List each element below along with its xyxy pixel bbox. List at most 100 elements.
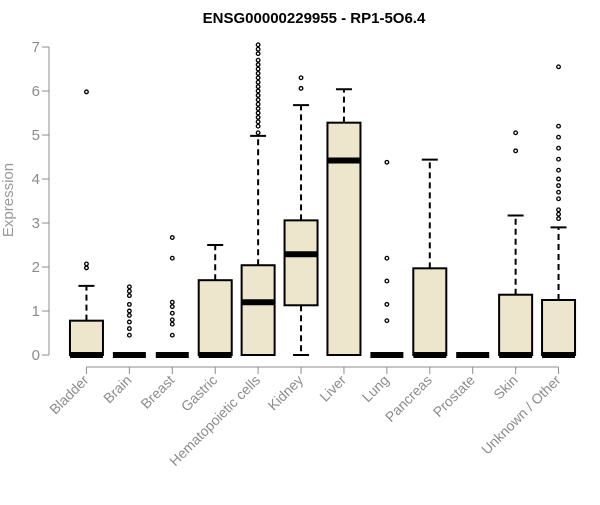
box-6 <box>283 75 319 356</box>
box-body <box>498 293 534 356</box>
outlier-point <box>169 321 175 327</box>
outlier-point <box>255 130 261 136</box>
outlier-point <box>556 167 561 173</box>
y-tick-label: 0 <box>32 347 40 364</box>
box-body <box>240 264 276 356</box>
outlier-point <box>255 42 261 48</box>
chart-title: ENSG00000229955 - RP1-5O6.4 <box>203 10 426 27</box>
outlier-point <box>298 75 304 81</box>
x-tick-label: Bladder <box>46 372 92 418</box>
box-1 <box>68 89 104 358</box>
outlier-point <box>169 317 175 323</box>
box-9 <box>412 158 448 358</box>
box-8 <box>370 159 404 358</box>
outlier-point <box>126 308 132 314</box>
x-tick-label: Kidney <box>265 372 307 414</box>
outlier-point <box>255 101 261 107</box>
outlier-point <box>255 123 261 129</box>
outlier-point <box>126 293 132 299</box>
outlier-point <box>384 301 390 307</box>
outlier-point <box>126 288 132 294</box>
outlier-point <box>255 70 261 76</box>
outlier-point <box>126 312 132 318</box>
outlier-point <box>126 301 132 307</box>
box-11 <box>498 130 534 358</box>
box-2 <box>112 284 146 358</box>
outlier-point <box>84 89 89 95</box>
outlier-point <box>169 310 175 316</box>
box-7 <box>326 88 362 357</box>
outlier-point <box>255 62 261 68</box>
outlier-point <box>255 46 261 52</box>
y-tick-label: 2 <box>32 259 40 276</box>
outlier-point <box>556 189 561 195</box>
outlier-point <box>556 176 561 182</box>
box-12 <box>541 64 577 358</box>
outlier-point <box>255 97 261 103</box>
x-tick-label: Gastric <box>178 372 221 415</box>
outlier-point <box>556 183 561 189</box>
box-series <box>68 42 577 358</box>
box-3 <box>155 235 189 358</box>
outlier-point <box>255 84 261 90</box>
outlier-point <box>255 114 261 120</box>
outlier-point <box>126 284 132 290</box>
outlier-point <box>556 134 561 140</box>
outlier-point <box>255 92 261 98</box>
outlier-point <box>255 66 261 72</box>
y-axis-ticks: 0 1 2 3 4 5 6 7 <box>32 39 49 364</box>
outlier-point <box>556 211 561 217</box>
outlier-point <box>255 57 261 63</box>
outlier-point <box>84 261 89 267</box>
outlier-point <box>556 216 561 222</box>
outlier-point <box>513 148 519 154</box>
box-body <box>197 279 233 357</box>
outlier-point <box>556 145 561 151</box>
outlier-point <box>384 318 390 324</box>
outlier-point <box>169 299 175 305</box>
box-4 <box>197 244 233 358</box>
outlier-point <box>556 64 561 70</box>
x-tick-label: Prostate <box>430 372 478 420</box>
x-tick-label: Lung <box>359 372 392 405</box>
outlier-point <box>255 110 261 116</box>
outlier-point <box>169 235 175 240</box>
outlier-point <box>84 265 89 271</box>
box-body <box>541 299 577 356</box>
outlier-point <box>255 79 261 85</box>
y-tick-label: 5 <box>32 127 40 144</box>
outlier-point <box>255 106 261 112</box>
outlier-point <box>384 159 390 165</box>
outlier-point <box>384 278 390 284</box>
outlier-point <box>255 119 261 125</box>
outlier-point <box>513 130 519 136</box>
y-axis-label: Expression <box>0 163 17 237</box>
y-tick-label: 6 <box>32 83 40 100</box>
y-tick-label: 3 <box>32 215 40 232</box>
x-tick-label: Skin <box>490 372 521 403</box>
outlier-point <box>556 196 561 202</box>
outlier-point <box>384 255 390 261</box>
outlier-point <box>255 75 261 81</box>
outlier-point <box>255 51 261 57</box>
outlier-point <box>556 207 561 213</box>
x-tick-label: Brain <box>100 372 134 406</box>
box-body <box>412 267 448 357</box>
box-body <box>283 219 319 307</box>
outlier-point <box>255 88 261 94</box>
outlier-point <box>298 85 304 91</box>
outlier-point <box>169 255 175 261</box>
y-tick-label: 4 <box>32 171 40 188</box>
outlier-point <box>169 304 175 310</box>
outlier-point <box>556 156 561 162</box>
y-tick-label: 1 <box>32 303 40 320</box>
x-tick-label: Liver <box>316 372 349 405</box>
outlier-point <box>126 326 132 332</box>
y-tick-label: 7 <box>32 39 40 56</box>
x-tick-label: Pancreas <box>382 372 435 425</box>
outlier-point <box>126 332 132 338</box>
outlier-point <box>169 332 175 338</box>
